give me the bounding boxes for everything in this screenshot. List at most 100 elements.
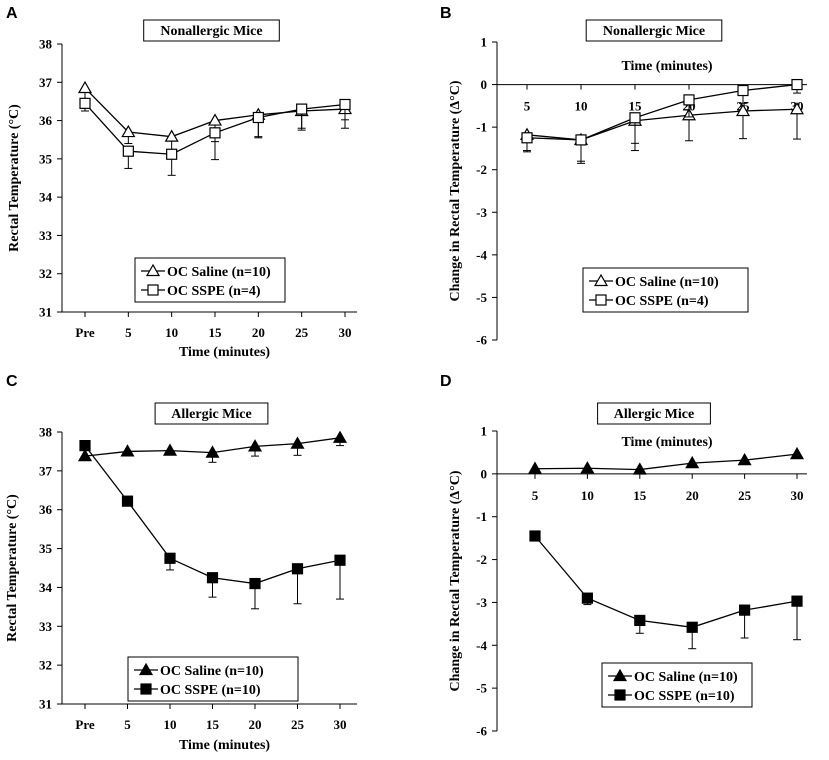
y-tick-label: -2 (476, 552, 487, 567)
legend: OC Saline (n=10) OC SSPE (n=4) (134, 257, 286, 303)
data-point (334, 554, 346, 566)
x-tick-label: 15 (209, 325, 223, 340)
chart-title: Allergic Mice (171, 407, 251, 422)
series-2 (529, 530, 803, 650)
y-axis-title: Change in Rectal Temperature (Δ°C) (448, 80, 463, 301)
data-point (121, 124, 136, 138)
legend-marker (612, 668, 628, 682)
panel-letter: D (440, 373, 452, 390)
data-point (575, 134, 587, 146)
series-line (84, 445, 341, 585)
x-tick-label: 25 (738, 488, 752, 503)
series-2 (79, 97, 351, 176)
y-tick-label: -4 (476, 638, 487, 653)
data-point (291, 563, 304, 575)
x-tick-label: 5 (532, 488, 539, 503)
legend-label: OC Saline (n=10) (615, 275, 719, 290)
y-tick-label: 0 (481, 77, 488, 92)
y-tick-label: 33 (39, 228, 53, 243)
x-tick-label: 25 (295, 325, 309, 340)
data-point (683, 94, 695, 106)
x-tick-label: 20 (252, 325, 265, 340)
data-point (634, 614, 646, 627)
data-point (120, 444, 135, 457)
y-tick-label: -2 (476, 162, 487, 177)
y-axis-title: Rectal Temperature (°C) (7, 104, 22, 252)
data-point (77, 80, 93, 94)
chart-title-box (143, 19, 280, 42)
data-point (738, 604, 751, 616)
legend: OC Saline (n=10) OC SSPE (n=10) (601, 662, 753, 708)
data-point (209, 127, 221, 139)
x-tick-label: 20 (249, 717, 262, 732)
data-point (162, 443, 178, 456)
data-point (581, 592, 594, 604)
data-point (737, 84, 749, 97)
series-line (526, 108, 798, 141)
y-tick-label: 35 (39, 151, 53, 166)
y-tick-label: 36 (39, 113, 53, 128)
legend-box (134, 257, 286, 303)
x-tick-label: 10 (165, 325, 178, 340)
chart-title: Allergic Mice (614, 407, 694, 422)
chart-title-box (597, 402, 711, 425)
data-point (296, 103, 308, 115)
data-point (206, 572, 219, 584)
data-point (789, 102, 805, 115)
data-point (332, 430, 348, 443)
y-tick-label: -5 (476, 290, 487, 305)
x-tick-label: 5 (124, 717, 131, 732)
legend-marker (147, 284, 159, 296)
chart-title-box (585, 19, 723, 42)
legend: OC Saline (n=10) OC SSPE (n=10) (127, 656, 299, 702)
x-tick-label: Pre (75, 325, 94, 340)
series-1 (77, 430, 348, 463)
y-tick-label: 32 (39, 266, 52, 281)
x-tick-label: 15 (633, 488, 647, 503)
legend-label: OC SSPE (n=10) (160, 683, 261, 698)
x-tick-label: 10 (581, 488, 594, 503)
y-tick-label: 37 (39, 75, 53, 90)
y-tick-label: -3 (476, 595, 487, 610)
x-axis-title: Time (minutes) (621, 435, 712, 450)
data-point (290, 436, 305, 449)
y-tick-label: -6 (476, 724, 487, 739)
x-tick-label: Pre (75, 717, 94, 732)
series-line (534, 453, 798, 471)
data-point (791, 595, 803, 607)
data-point (166, 148, 178, 160)
data-point (629, 112, 641, 124)
y-tick-label: -1 (476, 120, 487, 135)
legend-marker (140, 683, 152, 695)
legend-label: OC SSPE (n=10) (634, 689, 735, 704)
panel-c: C Allergic Mice 31 32 33 34 35 36 37 38 Pre 5 10 15 20… (5, 373, 357, 753)
x-axis-title: Time (minutes) (179, 738, 270, 753)
x-tick-label: 5 (524, 99, 531, 114)
panel-letter: C (6, 373, 18, 390)
series-2 (521, 78, 803, 162)
y-tick-label: -4 (476, 247, 487, 262)
data-point (632, 462, 647, 475)
legend-label: OC Saline (n=10) (634, 670, 738, 685)
panel-letter: A (6, 5, 18, 22)
legend: OC Saline (n=10) OC SSPE (n=4) (582, 267, 749, 313)
chart-title-box (154, 402, 269, 425)
legend-marker (595, 294, 607, 306)
y-tick-label: 34 (39, 190, 53, 205)
data-point (164, 129, 179, 142)
data-point (122, 145, 134, 157)
legend-marker (614, 689, 626, 701)
x-tick-label: 20 (686, 488, 699, 503)
data-point (339, 98, 351, 111)
data-point (791, 78, 803, 91)
data-point (164, 552, 176, 564)
y-tick-label: 1 (481, 424, 488, 439)
x-tick-label: 15 (629, 99, 643, 114)
y-tick-label: 31 (39, 305, 52, 320)
data-point (527, 461, 543, 474)
y-tick-label: 38 (39, 37, 53, 52)
legend-label: OC SSPE (n=4) (167, 284, 261, 299)
